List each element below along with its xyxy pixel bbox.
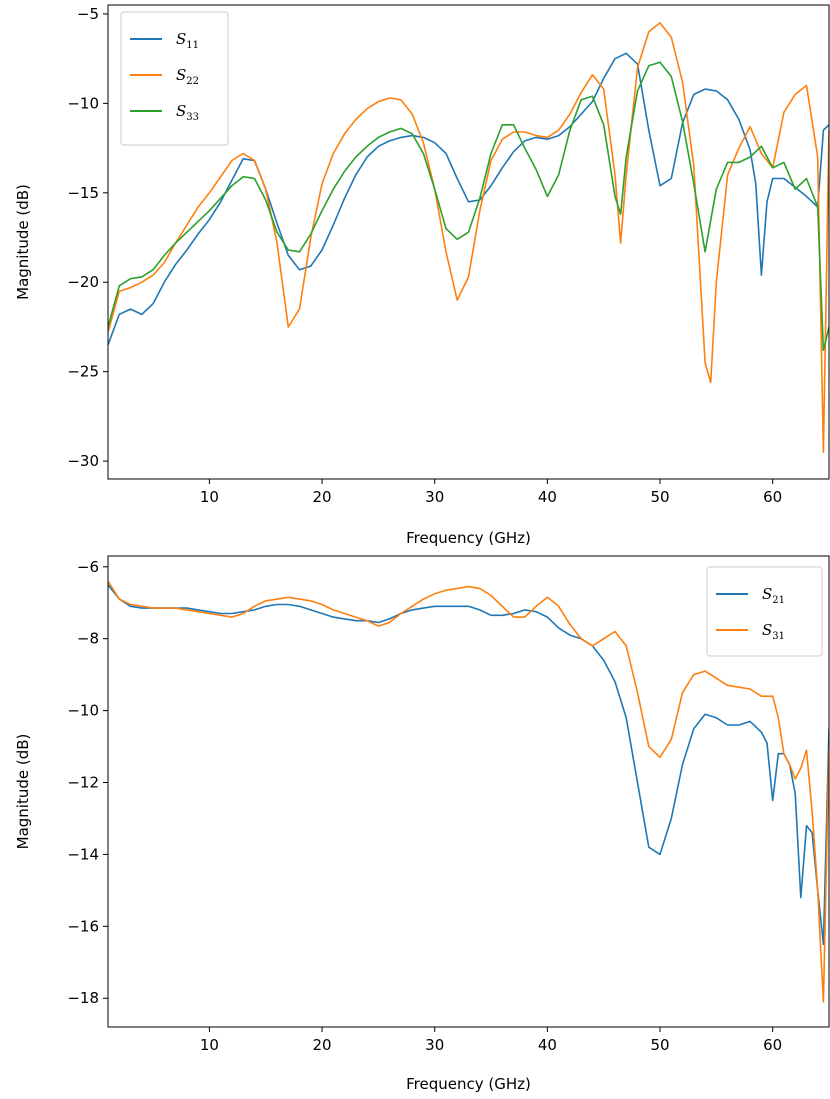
y-tick-label: −16 bbox=[67, 917, 99, 935]
x-tick-label: 30 bbox=[425, 488, 444, 506]
plot-area bbox=[108, 22, 829, 454]
x-tick-label: 10 bbox=[200, 488, 219, 506]
legend: S21 S31 bbox=[706, 566, 823, 657]
legend-label-s11: S11 bbox=[176, 30, 199, 51]
y-tick-label: −8 bbox=[77, 630, 99, 648]
y-tick-label: −10 bbox=[67, 702, 99, 720]
x-tick-label: 60 bbox=[763, 1036, 782, 1054]
x-tick-label: 50 bbox=[650, 1036, 669, 1054]
legend-label-s33: S33 bbox=[176, 102, 199, 123]
series-line-s22 bbox=[108, 22, 829, 454]
reflection-chart: 10 20 30 40 50 60 −30 −25 −20 −15 −10 −5 Frequency (… bbox=[14, 4, 830, 547]
y-tick-label: −20 bbox=[67, 273, 99, 291]
legend: S11 S22 S33 bbox=[120, 11, 229, 146]
transmission-chart: 10 20 30 40 50 60 −18 −16 −14 −12 −10 −8 −6 Frequency… bbox=[14, 555, 830, 1093]
series-line-s11 bbox=[108, 52, 829, 346]
plot-area bbox=[108, 580, 829, 1003]
legend-label-s22: S22 bbox=[176, 66, 199, 87]
y-tick-label: −15 bbox=[67, 184, 99, 202]
series-line-s31 bbox=[108, 580, 829, 1003]
x-tick-label: 50 bbox=[650, 488, 669, 506]
y-tick-label: −10 bbox=[67, 94, 99, 112]
x-tick-label: 40 bbox=[538, 488, 557, 506]
y-axis-label: Magnitude (dB) bbox=[14, 734, 32, 850]
x-tick-label: 40 bbox=[538, 1036, 557, 1054]
y-tick-label: −12 bbox=[67, 774, 99, 792]
y-axis-label: Magnitude (dB) bbox=[14, 184, 32, 300]
x-tick-label: 20 bbox=[313, 1036, 332, 1054]
axes-frame bbox=[107, 555, 830, 1028]
x-tick-label: 20 bbox=[313, 488, 332, 506]
legend-label-s21: S21 bbox=[762, 585, 785, 606]
axes-frame bbox=[107, 4, 830, 480]
x-axis-label: Frequency (GHz) bbox=[406, 1075, 531, 1093]
legend-box bbox=[120, 11, 229, 146]
series-line-s21 bbox=[108, 584, 829, 946]
y-tick-label: −6 bbox=[77, 558, 99, 576]
series-line-s33 bbox=[108, 61, 829, 352]
y-tick-label: −14 bbox=[67, 845, 99, 863]
x-tick-label: 10 bbox=[200, 1036, 219, 1054]
y-tick-label: −25 bbox=[67, 363, 99, 381]
y-tick-label: −18 bbox=[67, 989, 99, 1007]
y-tick-label: −5 bbox=[77, 5, 99, 23]
x-tick-label: 60 bbox=[763, 488, 782, 506]
x-tick-label: 30 bbox=[425, 1036, 444, 1054]
legend-box bbox=[706, 566, 823, 657]
x-axis-label: Frequency (GHz) bbox=[406, 529, 531, 547]
y-tick-label: −30 bbox=[67, 452, 99, 470]
legend-label-s31: S31 bbox=[762, 621, 785, 642]
